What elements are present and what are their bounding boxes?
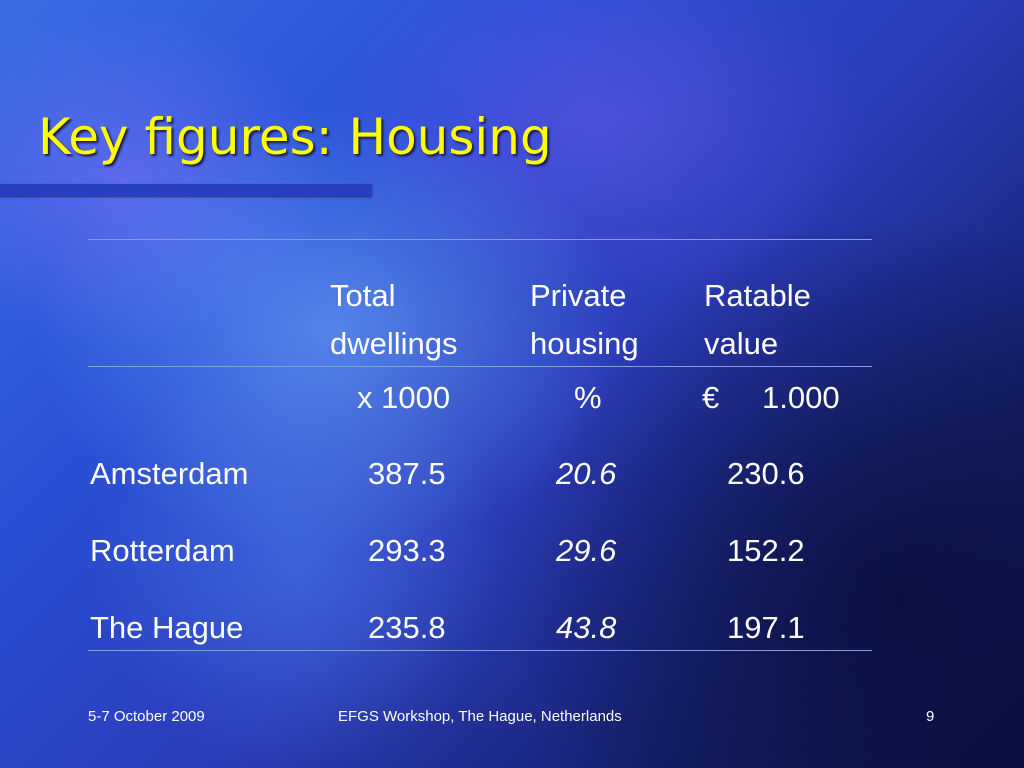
row-total: 235.8 — [368, 610, 446, 645]
row-ratable: 230.6 — [727, 456, 805, 491]
unit-total: x 1000 — [357, 380, 451, 415]
unit-ratable-symbol: € — [702, 380, 720, 415]
row-ratable: 152.2 — [727, 533, 805, 568]
row-private: 43.8 — [556, 610, 617, 645]
row-total: 293.3 — [368, 533, 446, 568]
row-city: Amsterdam — [90, 456, 249, 491]
footer-date: 5-7 October 2009 — [88, 708, 205, 725]
table-bottom-rule — [88, 650, 872, 651]
unit-ratable-value: 1.000 — [762, 380, 840, 415]
row-city: The Hague — [90, 610, 244, 645]
header-ratable-line1: Ratable — [704, 278, 811, 313]
row-private: 29.6 — [556, 533, 617, 568]
header-private-line1: Private — [530, 278, 627, 313]
header-total-line1: Total — [330, 278, 396, 313]
table-top-rule — [88, 239, 872, 240]
table-header-rule — [88, 366, 872, 367]
footer-page-number: 9 — [926, 708, 935, 725]
header-ratable-line2: value — [704, 326, 779, 361]
footer-event: EFGS Workshop, The Hague, Netherlands — [338, 708, 622, 725]
header-private-line2: housing — [530, 326, 639, 361]
row-city: Rotterdam — [90, 533, 235, 568]
row-ratable: 197.1 — [727, 610, 805, 645]
row-total: 387.5 — [368, 456, 446, 491]
row-private: 20.6 — [556, 456, 617, 491]
slide-title: Key figures: Housing — [38, 108, 552, 166]
title-underline-bar — [0, 184, 372, 196]
header-total-line2: dwellings — [330, 326, 458, 361]
unit-private: % — [574, 380, 602, 415]
